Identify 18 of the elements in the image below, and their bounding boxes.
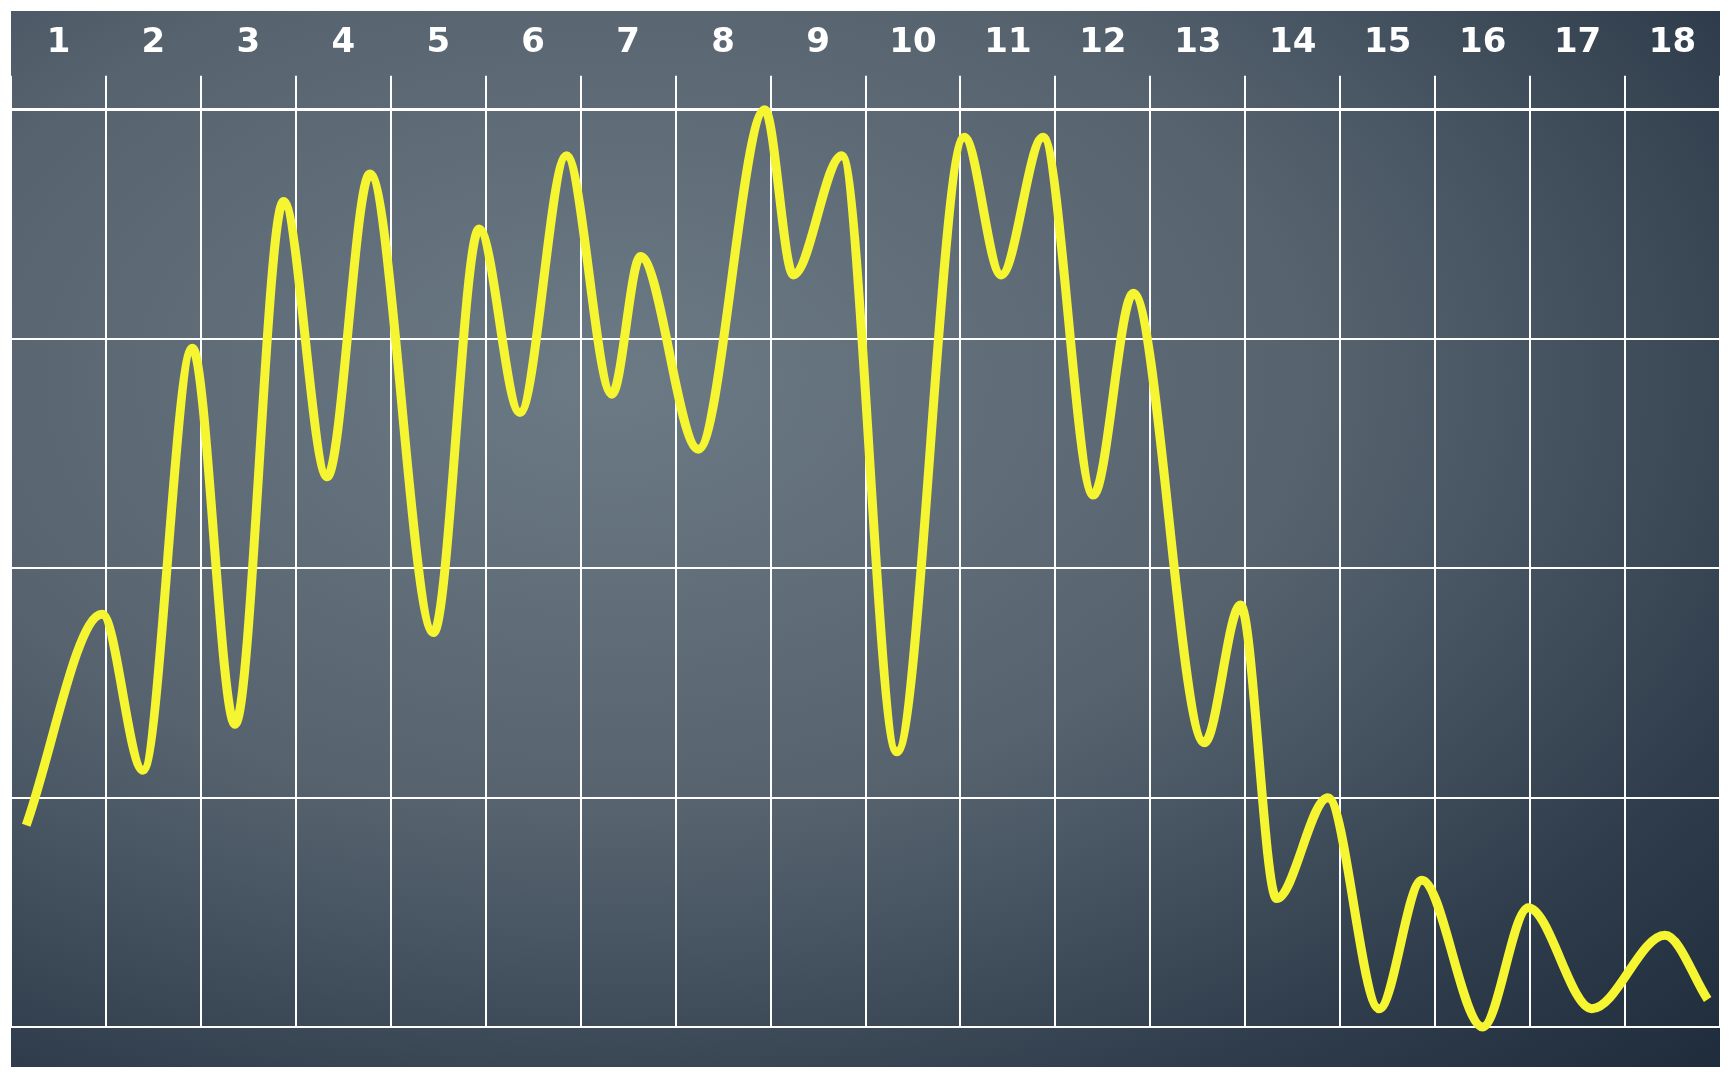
x-tick-label: 7 (616, 20, 640, 61)
x-tick-label: 1 (46, 20, 71, 61)
x-tick-label: 10 (889, 20, 937, 61)
x-tick-label: 14 (1269, 20, 1317, 61)
x-tick-label: 9 (806, 20, 830, 61)
x-tick-label: 6 (521, 20, 546, 61)
x-tick-label: 18 (1648, 20, 1697, 61)
x-tick-label: 15 (1364, 20, 1412, 61)
x-tick-label: 16 (1458, 20, 1507, 61)
x-tick-label: 13 (1174, 20, 1222, 61)
x-tick-label: 12 (1079, 20, 1127, 61)
x-tick-label: 2 (141, 20, 166, 61)
x-tick-label: 5 (426, 20, 451, 61)
x-tick-label: 4 (331, 20, 356, 61)
x-tick-label: 3 (236, 20, 261, 61)
x-tick-label: 17 (1553, 20, 1602, 61)
x-tick-label: 11 (984, 20, 1032, 61)
x-tick-label: 8 (711, 20, 735, 61)
